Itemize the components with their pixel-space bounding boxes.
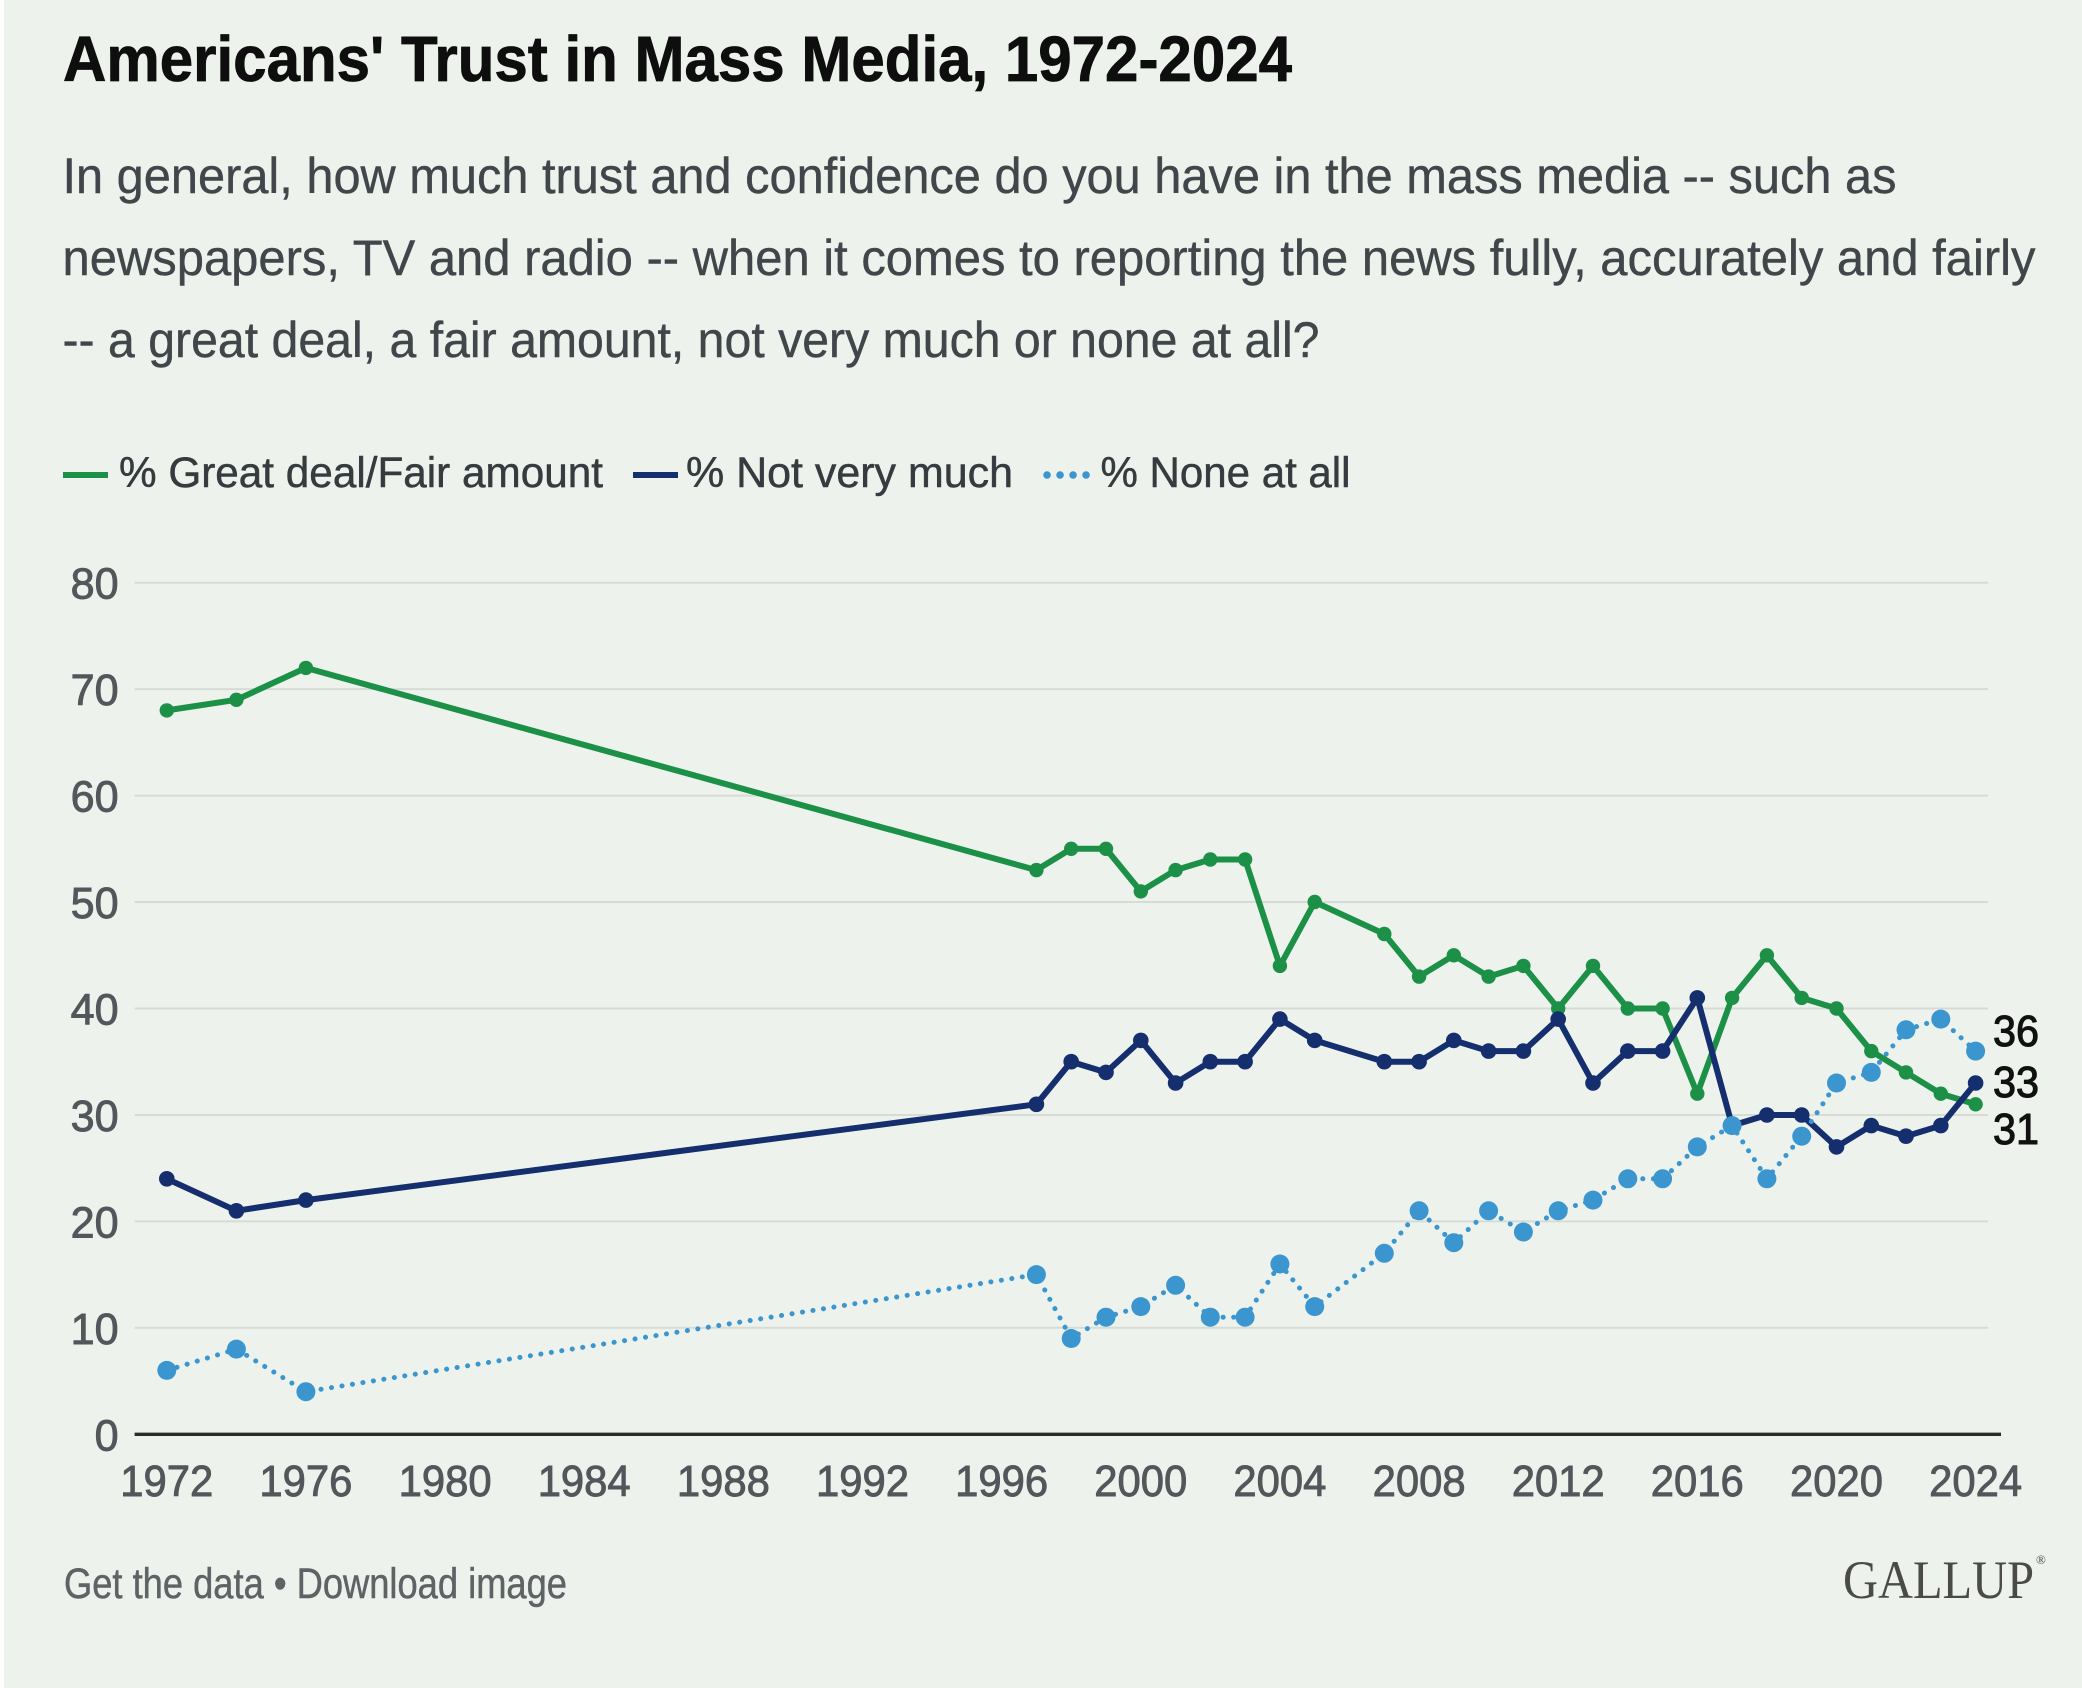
svg-text:60: 60 — [71, 773, 119, 822]
svg-text:2008: 2008 — [1373, 1457, 1466, 1506]
svg-text:1996: 1996 — [955, 1457, 1048, 1506]
svg-text:2000: 2000 — [1094, 1457, 1187, 1506]
svg-text:1992: 1992 — [816, 1457, 909, 1506]
svg-text:33: 33 — [1993, 1058, 2039, 1107]
svg-text:1976: 1976 — [259, 1457, 352, 1506]
svg-text:0: 0 — [95, 1411, 119, 1460]
svg-text:30: 30 — [71, 1092, 119, 1141]
svg-text:newspapers, TV and radio -- wh: newspapers, TV and radio -- when it come… — [63, 230, 2036, 286]
svg-text:In general, how much trust and: In general, how much trust and confidenc… — [63, 148, 1897, 204]
svg-text:Americans' Trust in Mass Media: Americans' Trust in Mass Media, 1972-202… — [63, 23, 1292, 95]
svg-text:2024: 2024 — [1929, 1457, 2022, 1506]
svg-text:20: 20 — [71, 1198, 119, 1247]
svg-text:1972: 1972 — [120, 1457, 213, 1506]
svg-text:36: 36 — [1993, 1007, 2039, 1056]
svg-text:31: 31 — [1993, 1105, 2039, 1154]
svg-text:50: 50 — [71, 879, 119, 928]
svg-text:2016: 2016 — [1651, 1457, 1744, 1506]
svg-text:1984: 1984 — [538, 1457, 631, 1506]
svg-text:1980: 1980 — [399, 1457, 492, 1506]
svg-text:% Great deal/Fair amount: % Great deal/Fair amount — [119, 449, 603, 497]
svg-text:10: 10 — [71, 1305, 119, 1354]
svg-text:% None at all: % None at all — [1101, 449, 1351, 497]
svg-text:Get the data • Download image: Get the data • Download image — [64, 1560, 567, 1608]
svg-text:®: ® — [2036, 1552, 2046, 1567]
svg-text:70: 70 — [71, 666, 119, 715]
svg-text:-- a great deal, a fair amount: -- a great deal, a fair amount, not very… — [63, 312, 1320, 368]
svg-text:40: 40 — [71, 986, 119, 1035]
svg-text:2020: 2020 — [1790, 1457, 1883, 1506]
svg-text:1988: 1988 — [677, 1457, 770, 1506]
svg-text:2012: 2012 — [1512, 1457, 1605, 1506]
svg-text:80: 80 — [71, 560, 119, 609]
svg-text:% Not very much: % Not very much — [686, 449, 1013, 497]
svg-text:2004: 2004 — [1233, 1457, 1326, 1506]
svg-text:GALLUP: GALLUP — [1843, 1550, 2034, 1610]
